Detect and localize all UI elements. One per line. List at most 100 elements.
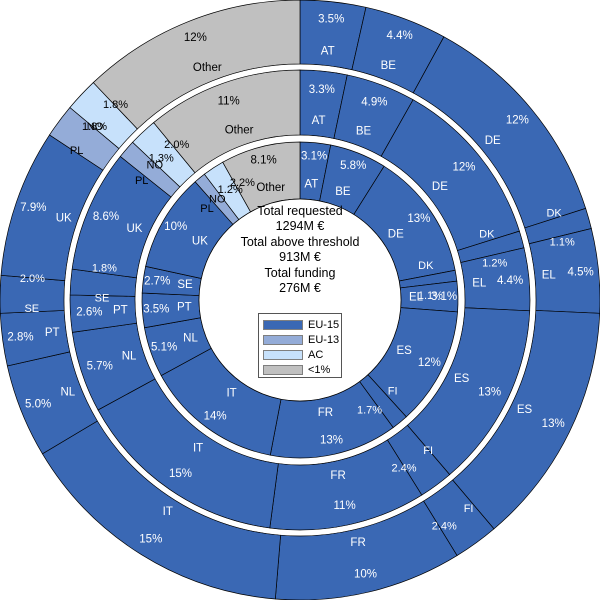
inner-ring-value-el: 3.1%	[431, 291, 457, 303]
middle-ring-label-nl: NL	[122, 351, 137, 363]
middle-ring-value-se: 1.8%	[92, 263, 117, 275]
legend-label-ac: AC	[308, 348, 324, 361]
legend-item-eu13: EU-13	[263, 332, 341, 347]
center-line-threshold-label: Total above threshold	[240, 234, 360, 249]
legend-swatch-eu13	[263, 334, 303, 345]
inner-ring-label-es: ES	[397, 345, 413, 357]
inner-ring-value-be: 5.8%	[340, 160, 366, 172]
middle-ring-value-el: 4.4%	[497, 275, 523, 287]
legend-label-small: <1%	[308, 363, 331, 376]
middle-ring-value-fi: 2.4%	[391, 463, 416, 475]
inner-ring-value-at: 3.1%	[301, 151, 327, 163]
middle-ring-value-fr: 11%	[334, 500, 356, 512]
outer-ring-label-es: ES	[517, 404, 533, 416]
outer-ring-label-at: AT	[321, 46, 335, 58]
outer-ring-label-se: SE	[24, 303, 39, 315]
inner-ring-value-no: 2.2%	[230, 177, 255, 189]
outer-ring-label-be: BE	[381, 60, 397, 72]
center-summary: Total requested 1294M € Total above thre…	[200, 204, 400, 296]
middle-ring-slice-other	[153, 69, 301, 174]
inner-ring-label-pt: PT	[177, 302, 192, 314]
center-line-requested-value: 1294M €	[275, 219, 325, 234]
middle-ring-label-dk: DK	[479, 229, 495, 241]
middle-ring-value-other: 11%	[218, 95, 240, 107]
outer-ring-label-it: IT	[163, 506, 173, 518]
outer-ring-label-nl: NL	[60, 387, 75, 399]
outer-ring-value-fr: 10%	[354, 568, 377, 580]
middle-ring-value-uk: 8.6%	[93, 211, 119, 223]
outer-ring-value-other: 12%	[184, 32, 207, 44]
middle-ring-value-pl: 1.3%	[149, 153, 174, 165]
middle-ring-value-es: 13%	[478, 387, 501, 399]
inner-ring-label-de: DE	[388, 229, 404, 241]
center-line-funding-label: Total funding	[264, 265, 336, 280]
middle-ring-value-nl: 5.7%	[87, 360, 113, 372]
inner-ring-value-it: 14%	[204, 410, 227, 422]
inner-ring-value-pl: 1.2%	[218, 184, 243, 196]
outer-ring-label-fr: FR	[350, 537, 365, 549]
middle-ring-value-at: 3.3%	[309, 84, 335, 96]
inner-ring-value-uk: 10%	[164, 221, 187, 233]
inner-ring-value-nl: 5.1%	[151, 342, 177, 354]
middle-ring-label-pl: PL	[135, 175, 148, 187]
middle-ring-value-no: 2.0%	[164, 139, 189, 151]
outer-ring-label-other: Other	[193, 62, 222, 74]
inner-ring-label-other: Other	[256, 182, 285, 194]
inner-ring-label-fi: FI	[388, 386, 398, 398]
outer-ring-value-it: 15%	[139, 533, 162, 545]
inner-ring-label-at: AT	[304, 179, 318, 191]
inner-ring-value-fi: 1.7%	[357, 404, 382, 416]
middle-ring-value-dk: 1.2%	[482, 257, 507, 269]
outer-ring-value-fi: 2.4%	[432, 520, 457, 532]
middle-ring-value-it: 15%	[169, 468, 192, 480]
legend-label-eu15: EU-15	[308, 318, 340, 331]
outer-ring-slice-other	[92, 0, 301, 130]
outer-ring-label-pl: PL	[70, 145, 83, 157]
outer-ring-value-uk: 7.9%	[20, 202, 46, 214]
legend-item-ac: AC	[263, 347, 341, 362]
ring-separator-0	[64, 64, 536, 536]
ring-separator-1	[135, 135, 465, 465]
center-hole	[198, 198, 402, 402]
middle-ring-value-de: 12%	[452, 161, 475, 173]
inner-ring-value-de: 13%	[407, 213, 430, 225]
middle-ring-label-el: EL	[472, 278, 487, 290]
inner-ring-value-other: 8.1%	[250, 155, 276, 167]
middle-ring-label-de: DE	[432, 181, 448, 193]
middle-ring-label-at: AT	[312, 115, 326, 127]
outer-ring-value-pl: 1.8%	[82, 121, 107, 133]
outer-ring-label-dk: DK	[546, 208, 562, 220]
inner-ring-label-nl: NL	[183, 332, 198, 344]
middle-ring-label-es: ES	[454, 373, 470, 385]
legend-swatch-ac	[263, 349, 303, 360]
center-line-threshold-value: 913M €	[279, 250, 321, 265]
outer-ring-value-se: 2.0%	[20, 273, 45, 285]
outer-ring-value-no: 1.8%	[103, 99, 128, 111]
inner-ring-value-se: 2.7%	[144, 275, 170, 287]
outer-ring-label-el: EL	[542, 270, 557, 282]
middle-ring-label-se: SE	[95, 293, 110, 305]
center-line-funding-value: 276M €	[279, 281, 321, 296]
legend-item-eu15: EU-15	[263, 317, 341, 332]
outer-ring-value-nl: 5.0%	[25, 399, 51, 411]
legend-item-small: <1%	[263, 362, 341, 377]
inner-ring-value-fr: 13%	[320, 435, 343, 447]
middle-ring-label-no: NO	[147, 159, 164, 171]
outer-ring-value-pt: 2.8%	[7, 331, 33, 343]
inner-ring-label-no: NO	[209, 193, 226, 205]
outer-ring-label-pt: PT	[45, 327, 60, 339]
legend: EU-15 EU-13 AC <1%	[258, 313, 342, 378]
outer-ring-value-be: 4.4%	[386, 30, 412, 42]
inner-ring-label-el: EL	[409, 291, 424, 303]
inner-ring-value-dk: 1.1%	[418, 290, 443, 302]
outer-ring-label-de: DE	[485, 135, 501, 147]
middle-ring-label-fi: FI	[423, 445, 433, 457]
inner-ring-label-pl: PL	[200, 203, 213, 215]
outer-ring-value-es: 13%	[542, 418, 565, 430]
middle-ring-label-uk: UK	[127, 223, 143, 235]
middle-ring-label-pt: PT	[113, 305, 128, 317]
middle-ring-value-be: 4.9%	[361, 97, 387, 109]
